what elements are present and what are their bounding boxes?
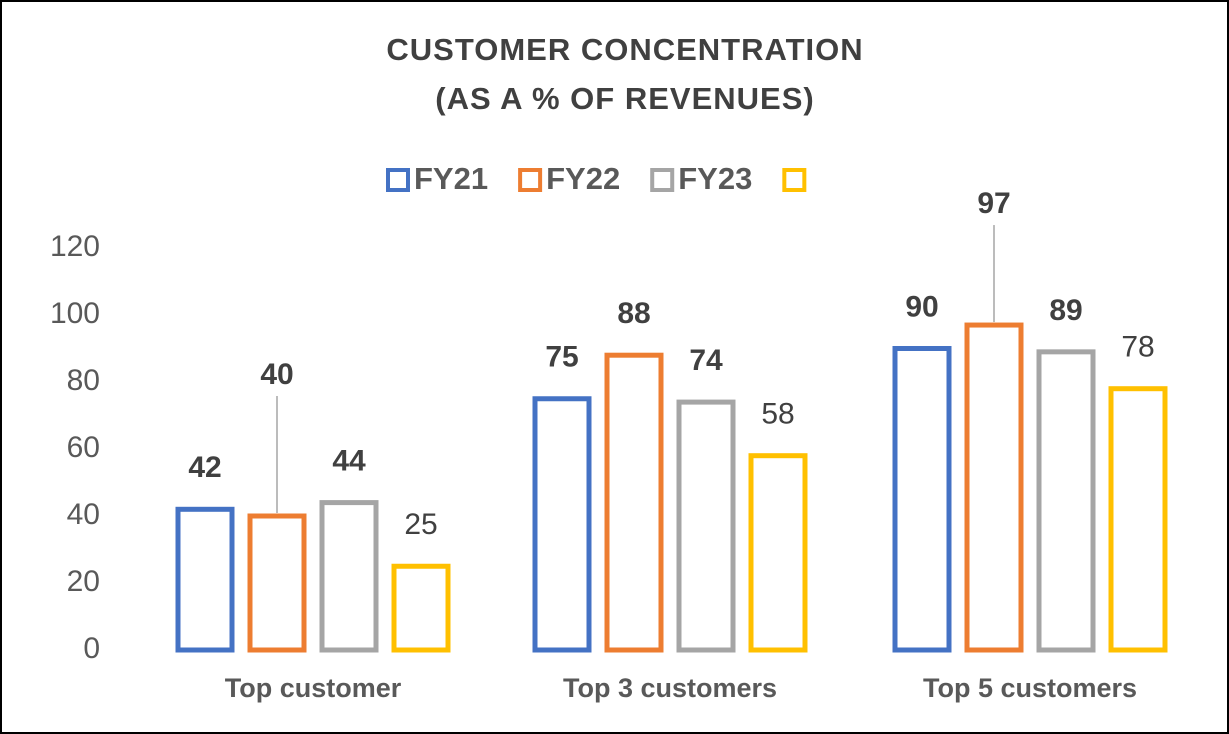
legend-swatch xyxy=(650,168,675,192)
bar xyxy=(604,352,664,653)
bar xyxy=(1108,386,1168,653)
data-label: 75 xyxy=(545,341,578,374)
legend-swatch xyxy=(386,168,410,192)
y-tick-label: 120 xyxy=(50,230,100,263)
data-label: 42 xyxy=(188,451,221,484)
chart-title: CUSTOMER CONCENTRATION xyxy=(386,32,863,67)
data-label: 78 xyxy=(1121,331,1154,364)
y-tick-label: 100 xyxy=(50,297,100,330)
chart-subtitle: (AS A % OF REVENUES) xyxy=(435,81,814,116)
bar xyxy=(319,500,379,653)
data-label: 58 xyxy=(761,398,794,431)
x-tick-label: Top 5 customers xyxy=(923,673,1137,703)
data-label: 97 xyxy=(977,187,1010,220)
legend-swatch xyxy=(518,168,543,192)
bar xyxy=(748,453,808,653)
bar xyxy=(391,563,451,653)
bar xyxy=(532,396,592,653)
legend-label: FY22 xyxy=(546,161,620,196)
bar xyxy=(1036,349,1096,653)
y-tick-label: 0 xyxy=(83,632,100,665)
legend-swatch xyxy=(782,168,807,192)
data-label: 89 xyxy=(1049,294,1082,327)
bar xyxy=(676,399,736,653)
bar xyxy=(892,346,952,653)
data-label: 40 xyxy=(260,358,293,391)
data-label: 90 xyxy=(905,290,938,323)
data-label: 25 xyxy=(404,508,437,541)
legend-label: FY21 xyxy=(414,161,488,196)
y-tick-label: 40 xyxy=(67,498,100,531)
bar xyxy=(175,506,235,653)
data-label: 74 xyxy=(689,344,723,377)
bar xyxy=(247,513,307,653)
bar xyxy=(964,322,1024,653)
y-tick-label: 60 xyxy=(67,431,100,464)
data-label: 88 xyxy=(617,297,650,330)
y-tick-label: 20 xyxy=(67,565,100,598)
legend-label: FY23 xyxy=(678,161,752,196)
x-tick-label: Top 3 customers xyxy=(563,673,777,703)
y-tick-label: 80 xyxy=(67,364,100,397)
x-tick-label: Top customer xyxy=(225,673,402,703)
data-label: 44 xyxy=(332,445,366,478)
